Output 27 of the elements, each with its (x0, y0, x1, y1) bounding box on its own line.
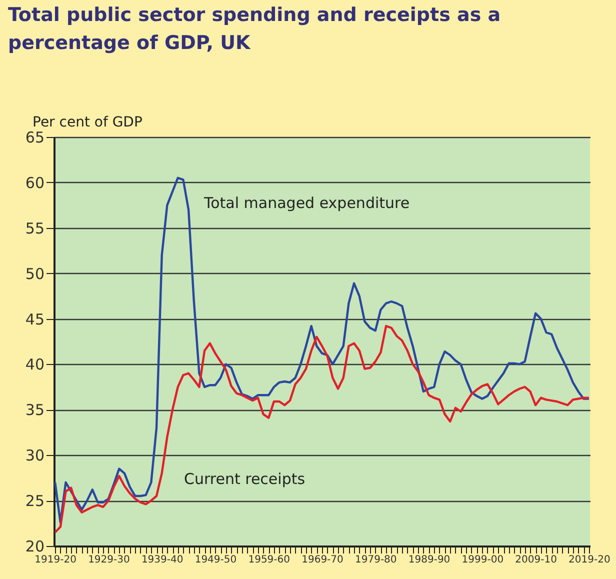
x-tick-label: 1959-60 (248, 554, 290, 566)
y-axis-title: Per cent of GDP (32, 114, 142, 130)
y-tick-label: 35 (25, 401, 44, 420)
x-tick-label: 1919-20 (34, 554, 76, 566)
x-tick-label: 1939-40 (141, 554, 184, 566)
y-tick-label: 45 (25, 310, 44, 328)
series-label: Total managed expenditure (203, 194, 410, 212)
x-tick-label: 2009-10 (515, 554, 557, 566)
x-tick-label: 1949-50 (194, 554, 237, 566)
chart-title: Total public sector spending and receipts as a percentage of GDP, UK (8, 4, 501, 54)
x-tick-label: 1979-80 (354, 554, 397, 566)
line-series (54, 324, 590, 534)
x-tick-label: 1999-00 (462, 554, 504, 566)
y-tick-label: 50 (25, 264, 44, 283)
y-tick-label: 30 (25, 446, 44, 465)
line-series (54, 176, 590, 524)
y-tick-label: 65 (25, 128, 44, 146)
y-tick-label: 25 (25, 492, 44, 510)
y-tick-label: 40 (25, 356, 44, 374)
y-tick-label: 20 (25, 538, 44, 556)
x-tick-label: 2019-20 (568, 554, 610, 566)
x-tick-label: 1969-70 (302, 554, 344, 566)
y-tick-label: 60 (25, 174, 44, 192)
y-tick-label: 55 (25, 219, 44, 238)
series-label: Current receipts (184, 470, 306, 488)
x-tick-label: 1989-90 (408, 554, 450, 566)
x-tick-label: 1929-30 (88, 554, 130, 566)
